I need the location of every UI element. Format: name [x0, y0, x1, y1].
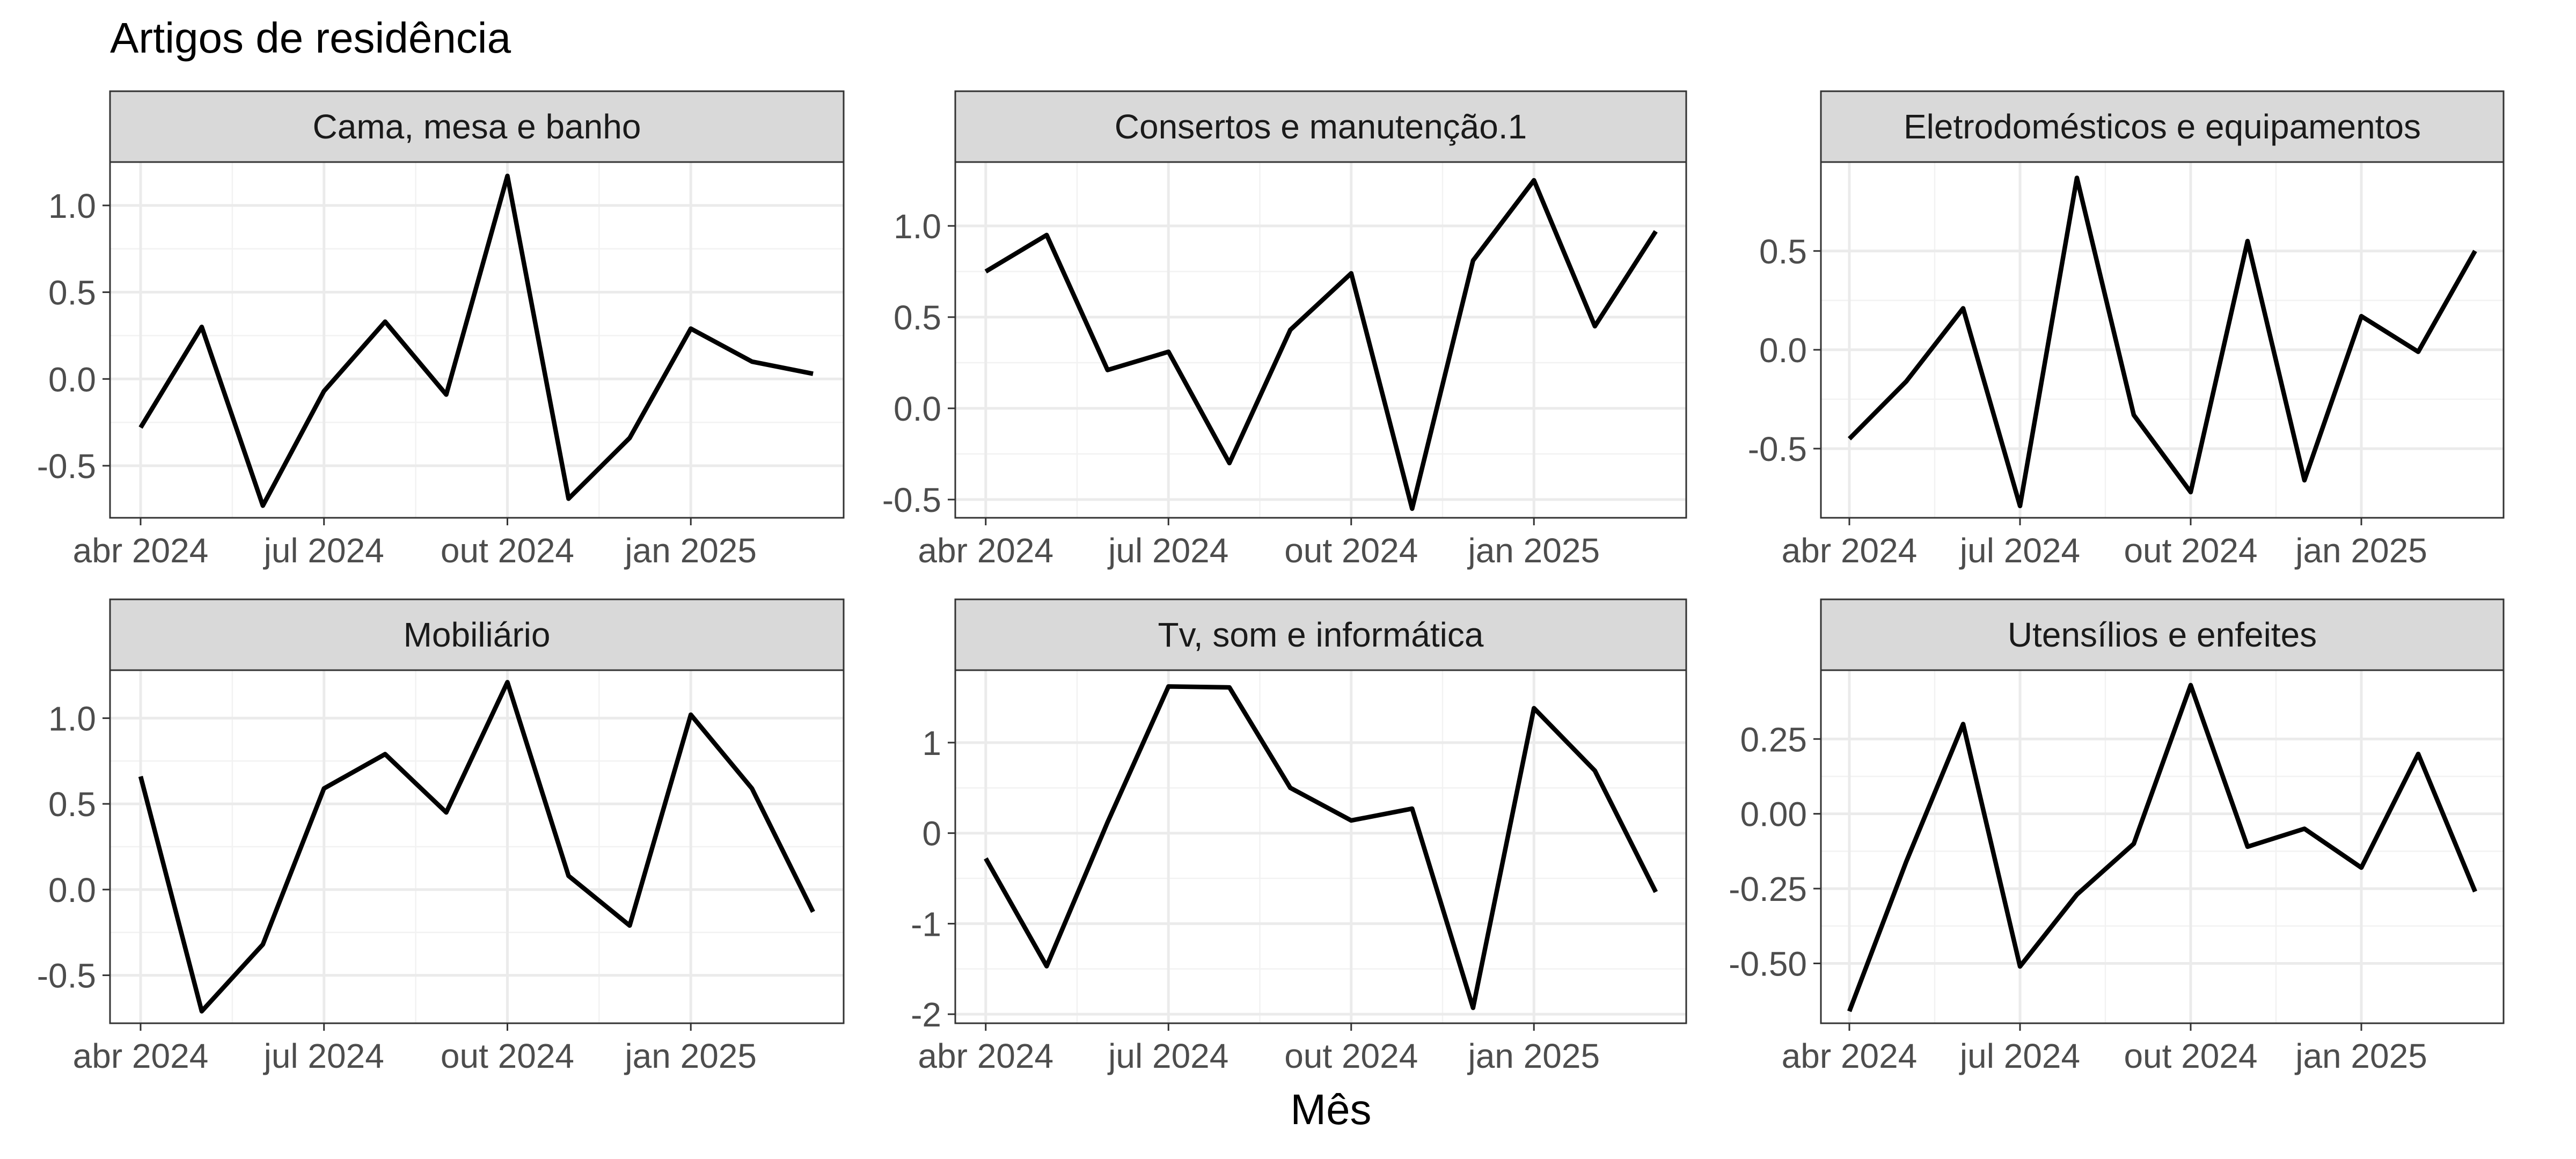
x-tick-label: out 2024 [441, 531, 574, 570]
panel-border-tv-som-e-informatica [954, 669, 1687, 1024]
strip-label-cama-mesa-e-banho: Cama, mesa e banho [313, 107, 641, 146]
panel-background-tv-som-e-informatica [955, 670, 1686, 1023]
x-tick-label: jul 2024 [1959, 1037, 2080, 1075]
panel-consertos-e-manutencao-1: Consertos e manutenção.1 -0.5 0.0 0.5 1.0 abr… [882, 90, 1687, 570]
y-tick-label: 0.5 [894, 298, 941, 337]
y-tick-label: -0.50 [1729, 944, 1807, 983]
strip-mobiliario [109, 598, 845, 671]
y-tick-label: -0.5 [37, 447, 96, 486]
panel-background-utensilios-e-enfeites [1821, 670, 2504, 1023]
y-tick-label: -0.5 [882, 481, 941, 519]
x-axis-title: Mês [1290, 1085, 1371, 1133]
series-line-consertos-e-manutencao-1 [984, 178, 1658, 511]
x-tick-label: abr 2024 [918, 531, 1053, 570]
x-tick-label: out 2024 [2124, 531, 2257, 570]
y-tick-label: -0.5 [1748, 430, 1807, 468]
strip-label-eletrodomesticos-e-equipamentos: Eletrodomésticos e equipamentos [1904, 107, 2421, 146]
x-tick-label: jan 2025 [624, 531, 757, 570]
y-tick-label: 0.25 [1740, 720, 1807, 759]
series-line-tv-som-e-informatica [984, 684, 1658, 1010]
panel-mobiliario: Mobiliário -0.5 0.0 0.5 1.0 abr 2024 jul 2024 o… [37, 598, 845, 1075]
y-tick-label: 1 [922, 724, 941, 762]
panel-border-cama-mesa-e-banho [109, 161, 845, 519]
x-tick-label: jan 2025 [2294, 1037, 2427, 1075]
y-tick-label: 1.0 [894, 207, 941, 246]
x-tick-label: abr 2024 [918, 1037, 1053, 1075]
x-tick-label: abr 2024 [73, 531, 209, 570]
facet-panels: Cama, mesa e banho -0.5 0.0 0.5 1.0 abr 2024 j… [37, 90, 2505, 1075]
x-tick-label: jul 2024 [1107, 531, 1228, 570]
x-tick-label: jan 2025 [1467, 531, 1600, 570]
strip-cama-mesa-e-banho [109, 90, 845, 163]
series-line-utensilios-e-enfeites [1847, 683, 2477, 1013]
y-tick-label: 1.0 [48, 187, 96, 225]
panel-border-mobiliario [109, 669, 845, 1024]
x-tick-label: jul 2024 [1959, 531, 2080, 570]
panel-tv-som-e-informatica: Tv, som e informática -2 -1 0 1 abr 2024 jul 2… [911, 598, 1687, 1075]
y-tick-label: 0.0 [1759, 331, 1807, 370]
strip-label-consertos-e-manutencao-1: Consertos e manutenção.1 [1115, 107, 1527, 146]
x-tick-label: jul 2024 [263, 531, 384, 570]
x-tick-label: out 2024 [2124, 1037, 2257, 1075]
x-tick-label: jan 2025 [624, 1037, 757, 1075]
strip-label-mobiliario: Mobiliário [404, 615, 551, 654]
x-tick-label: out 2024 [441, 1037, 574, 1075]
series-line-eletrodomesticos-e-equipamentos [1847, 175, 2477, 509]
panel-background-consertos-e-manutencao-1 [955, 162, 1686, 518]
x-tick-label: out 2024 [1284, 531, 1418, 570]
panel-border-consertos-e-manutencao-1 [954, 161, 1687, 519]
y-tick-label: 0.5 [48, 274, 96, 312]
y-tick-label: 0.0 [894, 390, 941, 428]
x-tick-label: jul 2024 [263, 1037, 384, 1075]
strip-tv-som-e-informatica [954, 598, 1687, 671]
strip-consertos-e-manutencao-1 [954, 90, 1687, 163]
series-line-mobiliario [138, 680, 815, 1014]
strip-utensilios-e-enfeites [1820, 598, 2505, 671]
strip-eletrodomesticos-e-equipamentos [1820, 90, 2505, 163]
y-tick-label: -0.25 [1729, 870, 1807, 908]
x-tick-label: out 2024 [1284, 1037, 1418, 1075]
y-tick-label: 0.0 [48, 871, 96, 909]
x-tick-label: abr 2024 [1782, 1037, 1918, 1075]
x-tick-label: abr 2024 [1782, 531, 1918, 570]
y-tick-label: -2 [911, 995, 941, 1034]
y-tick-label: 0.5 [1759, 232, 1807, 271]
panel-eletrodomesticos-e-equipamentos: Eletrodomésticos e equipamentos -0.5 0.0 0.… [1748, 90, 2505, 570]
x-tick-label: jan 2025 [2294, 531, 2427, 570]
y-tick-label: 0.5 [48, 785, 96, 824]
panel-cama-mesa-e-banho: Cama, mesa e banho -0.5 0.0 0.5 1.0 abr 2024 j… [37, 90, 845, 570]
series-line-cama-mesa-e-banho [138, 173, 814, 508]
panel-utensilios-e-enfeites: Utensílios e enfeites -0.50 -0.25 0.00 0.25 a… [1729, 598, 2505, 1075]
chart-title: Artigos de residência [110, 14, 511, 62]
y-tick-label: -1 [911, 905, 941, 943]
y-tick-label: 0.00 [1740, 795, 1807, 834]
y-tick-label: 1.0 [48, 699, 96, 738]
y-tick-label: 0.0 [48, 360, 96, 399]
panel-border-utensilios-e-enfeites [1820, 669, 2505, 1024]
x-tick-label: jul 2024 [1107, 1037, 1228, 1075]
panel-border-eletrodomesticos-e-equipamentos [1820, 161, 2505, 519]
x-tick-label: jan 2025 [1467, 1037, 1600, 1075]
x-tick-label: abr 2024 [73, 1037, 209, 1075]
y-tick-label: 0 [922, 815, 941, 853]
strip-label-tv-som-e-informatica: Tv, som e informática [1158, 615, 1484, 654]
y-tick-label: -0.5 [37, 957, 96, 995]
strip-label-utensilios-e-enfeites: Utensílios e enfeites [2008, 615, 2317, 654]
